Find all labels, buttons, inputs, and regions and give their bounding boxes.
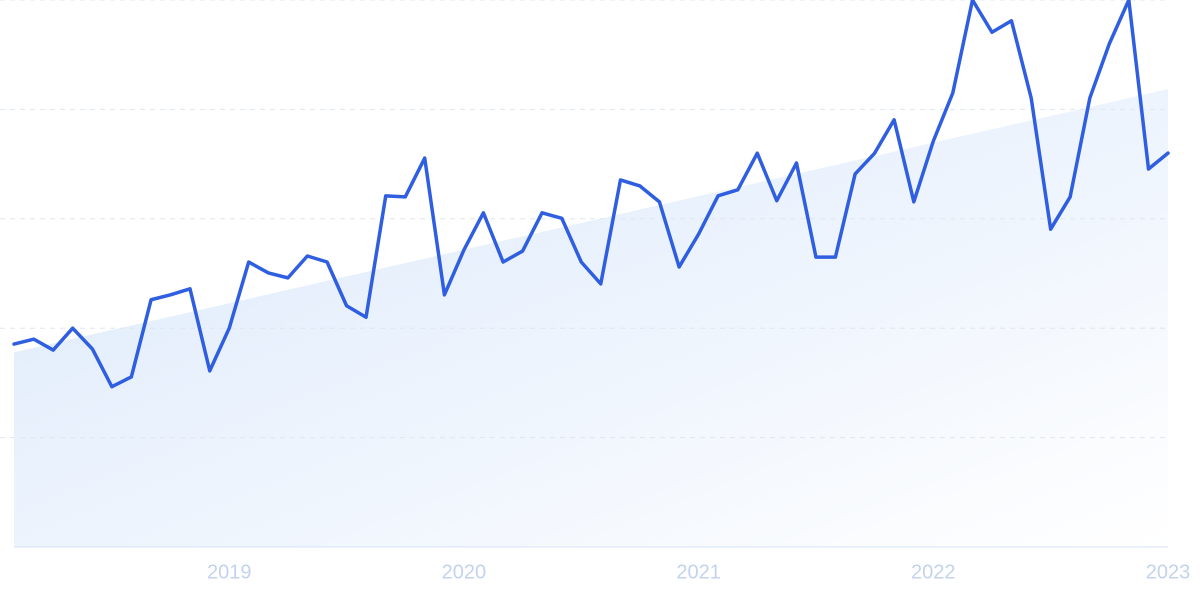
x-tick-label: 2022 <box>911 561 956 583</box>
data-line <box>12 0 1170 389</box>
x-tick-label: 2020 <box>442 561 487 583</box>
x-tick-label: 2019 <box>207 561 252 583</box>
trend-area <box>14 89 1168 547</box>
x-tick-label: 2021 <box>676 561 721 583</box>
x-tick-label: 2023 <box>1146 561 1191 583</box>
